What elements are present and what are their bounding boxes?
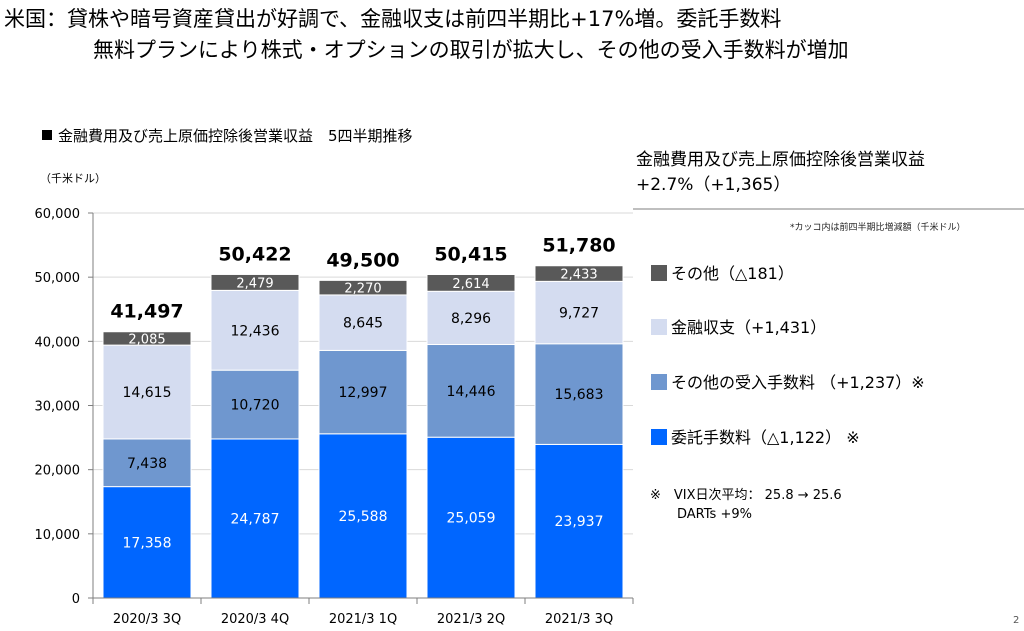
x-tick-label: 2020/3 3Q — [113, 612, 181, 627]
headline: 米国：貸株や暗号資産貸出が好調で、金融収支は前四半期比+17%増。委託手数料 無… — [4, 4, 849, 66]
summary-note: *カッコ内は前四半期比増減額（千米ドル） — [790, 223, 966, 233]
bar-segment — [210, 289, 300, 371]
total-label: 50,422 — [218, 243, 291, 265]
footnote: ※ VIX日次平均： 25.8 → 25.6 DARTs +9% — [650, 486, 842, 524]
legend-label: 金融収支（+1,431） — [671, 318, 827, 337]
bar-segment — [102, 331, 192, 346]
footnote-line-1: ※ VIX日次平均： 25.8 → 25.6 — [650, 488, 842, 503]
data-label: 14,615 — [123, 385, 172, 401]
total-label: 50,415 — [434, 244, 507, 266]
data-label: 2,433 — [560, 268, 597, 283]
bar-segment — [534, 265, 624, 282]
legend-label: その他の受入手数料 （+1,237）※ — [671, 373, 925, 392]
data-label: 2,085 — [128, 332, 165, 347]
data-label: 2,270 — [344, 282, 381, 297]
legend-swatch — [651, 374, 667, 390]
summary-change: +2.7%（+1,365） — [636, 175, 791, 195]
chart-title: 金融費用及び売上原価控除後営業収益 5四半期推移 — [42, 125, 413, 146]
bar-segment — [318, 349, 408, 435]
data-label: 23,937 — [555, 514, 604, 530]
headline-line-2: 無料プランにより株式・オプションの取引が拡大し、その他の受入手数料が増加 — [93, 38, 849, 62]
y-tick-label: 20,000 — [35, 464, 81, 479]
total-label: 41,497 — [110, 301, 183, 323]
y-tick-label: 60,000 — [35, 207, 81, 222]
data-label: 10,720 — [231, 398, 280, 414]
y-tick-label: 30,000 — [35, 400, 81, 415]
bar-segment — [210, 438, 300, 599]
total-label: 51,780 — [542, 235, 615, 257]
bar-segment — [210, 273, 300, 291]
data-label: 9,727 — [559, 306, 599, 322]
bar-segment — [210, 369, 300, 440]
bar-segment — [102, 486, 192, 599]
bar-segment — [102, 344, 192, 440]
y-tick-label: 0 — [72, 592, 80, 607]
legend-label: 委託手数料（△1,122） ※ — [671, 428, 860, 447]
data-label: 25,588 — [339, 509, 388, 525]
data-label: 7,438 — [127, 456, 167, 472]
y-tick-label: 10,000 — [35, 528, 81, 543]
bar-segment — [534, 343, 624, 445]
data-label: 14,446 — [447, 384, 496, 400]
data-label: 15,683 — [555, 387, 604, 403]
square-bullet-icon — [42, 130, 52, 140]
bar-segment — [318, 433, 408, 599]
legend-item-financial-income: 金融収支（+1,431） — [651, 317, 826, 339]
y-axis-unit: （千米ドル） — [40, 172, 106, 185]
page-number: 2 — [1013, 615, 1020, 626]
data-label: 2,614 — [452, 277, 489, 292]
y-tick-label: 50,000 — [35, 271, 81, 286]
data-label: 8,645 — [343, 316, 383, 332]
x-tick-label: 2020/3 4Q — [221, 612, 289, 627]
headline-line-1: 米国：貸株や暗号資産貸出が好調で、金融収支は前四半期比+17%増。委託手数料 — [4, 7, 782, 31]
total-label: 49,500 — [326, 249, 399, 271]
bar-segment — [102, 438, 192, 488]
legend-swatch — [651, 319, 667, 335]
data-label: 25,059 — [447, 511, 496, 527]
data-label: 12,436 — [231, 323, 280, 339]
footnote-line-2: DARTs +9% — [677, 507, 752, 522]
x-tick-label: 2021/3 1Q — [329, 612, 397, 627]
chart-title-text: 金融費用及び売上原価控除後営業収益 5四半期推移 — [58, 127, 413, 145]
data-label: 17,358 — [123, 535, 172, 551]
legend-item-other-fees: その他の受入手数料 （+1,237）※ — [651, 372, 925, 394]
bar-segment — [318, 279, 408, 296]
legend-item-other: その他（△181） — [651, 263, 794, 285]
legend-swatch — [651, 265, 667, 281]
bar-segment — [426, 274, 516, 292]
summary-divider — [633, 208, 1024, 210]
data-label: 24,787 — [231, 511, 280, 527]
bar-segment — [426, 290, 516, 346]
bar-segment — [426, 344, 516, 438]
summary-panel: 金融費用及び売上原価控除後営業収益 +2.7%（+1,365） — [636, 148, 925, 198]
legend-label: その他（△181） — [671, 264, 794, 283]
summary-title: 金融費用及び売上原価控除後営業収益 — [636, 150, 925, 170]
bar-segment — [534, 280, 624, 345]
x-tick-label: 2021/3 3Q — [545, 612, 613, 627]
bar-segment — [426, 436, 516, 599]
data-label: 8,296 — [451, 311, 491, 327]
data-label: 12,997 — [339, 385, 388, 401]
legend-swatch — [651, 429, 667, 445]
data-label: 2,479 — [236, 276, 273, 291]
legend-item-commissions: 委託手数料（△1,122） ※ — [651, 427, 860, 449]
y-tick-label: 40,000 — [35, 335, 81, 350]
x-tick-label: 2021/3 2Q — [437, 612, 505, 627]
